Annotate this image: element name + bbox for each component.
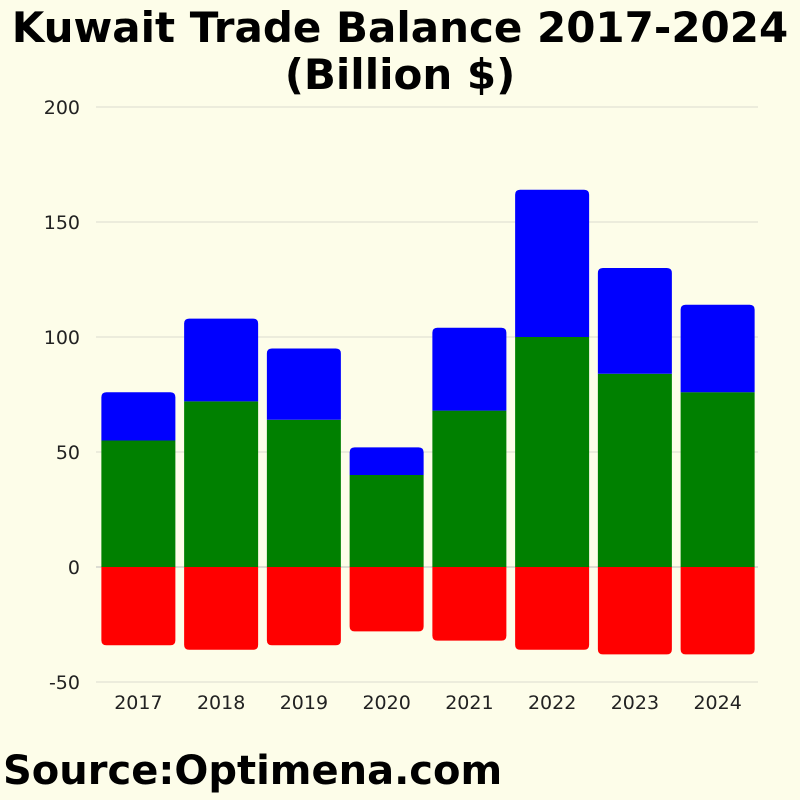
- y-tick-label: 150: [44, 212, 80, 234]
- bar-segment-red: [432, 567, 507, 641]
- bar-segment-red: [101, 567, 176, 646]
- x-tick-label: 2023: [611, 692, 659, 714]
- bar-segment-red: [266, 567, 341, 646]
- chart-title: Kuwait Trade Balance 2017-2024 (Billion …: [0, 4, 800, 98]
- y-tick-label: 50: [56, 442, 80, 464]
- bar-segment-green: [266, 419, 341, 567]
- bar-segment-blue: [349, 447, 424, 475]
- y-tick-label: 200: [44, 97, 80, 119]
- y-axis-tick-labels: -50 0 50 100 150 200: [44, 97, 80, 694]
- bar-segment-green: [184, 401, 259, 567]
- x-tick-label: 2022: [528, 692, 576, 714]
- chart-subtitle: (Billion $): [284, 50, 516, 100]
- x-tick-label: 2021: [445, 692, 493, 714]
- bar-segment-blue: [184, 318, 259, 402]
- bar-segment-green: [349, 475, 424, 567]
- bar-segment-green: [432, 410, 507, 567]
- bar-segment-blue: [266, 348, 341, 420]
- source-credit: Source:Optimena.com: [3, 748, 503, 794]
- bar-segment-red: [680, 567, 755, 655]
- bar-segment-red: [184, 567, 259, 650]
- bar-segment-red: [597, 567, 672, 655]
- bar-segment-blue: [515, 189, 590, 337]
- bar-segment-green: [515, 337, 590, 567]
- bars: [101, 189, 755, 655]
- bar-segment-red: [349, 567, 424, 632]
- bar-segment-blue: [680, 304, 755, 393]
- chart-title-main: Kuwait Trade Balance 2017-2024: [11, 3, 789, 52]
- x-tick-label: 2024: [693, 692, 741, 714]
- bar-segment-red: [515, 567, 590, 650]
- y-tick-label: -50: [49, 672, 80, 694]
- x-tick-label: 2020: [362, 692, 410, 714]
- x-tick-label: 2019: [280, 692, 328, 714]
- x-tick-label: 2017: [114, 692, 162, 714]
- bar-segment-green: [680, 392, 755, 567]
- bar-segment-blue: [597, 268, 672, 374]
- x-tick-label: 2018: [197, 692, 245, 714]
- x-axis-tick-labels: 2017 2018 2019 2020 2021 2022 2023 2024: [114, 692, 742, 714]
- y-tick-label: 100: [44, 327, 80, 349]
- y-tick-label: 0: [68, 557, 80, 579]
- bar-segment-green: [101, 440, 176, 567]
- bar-segment-green: [597, 373, 672, 567]
- bar-segment-blue: [432, 327, 507, 411]
- bar-segment-blue: [101, 392, 176, 441]
